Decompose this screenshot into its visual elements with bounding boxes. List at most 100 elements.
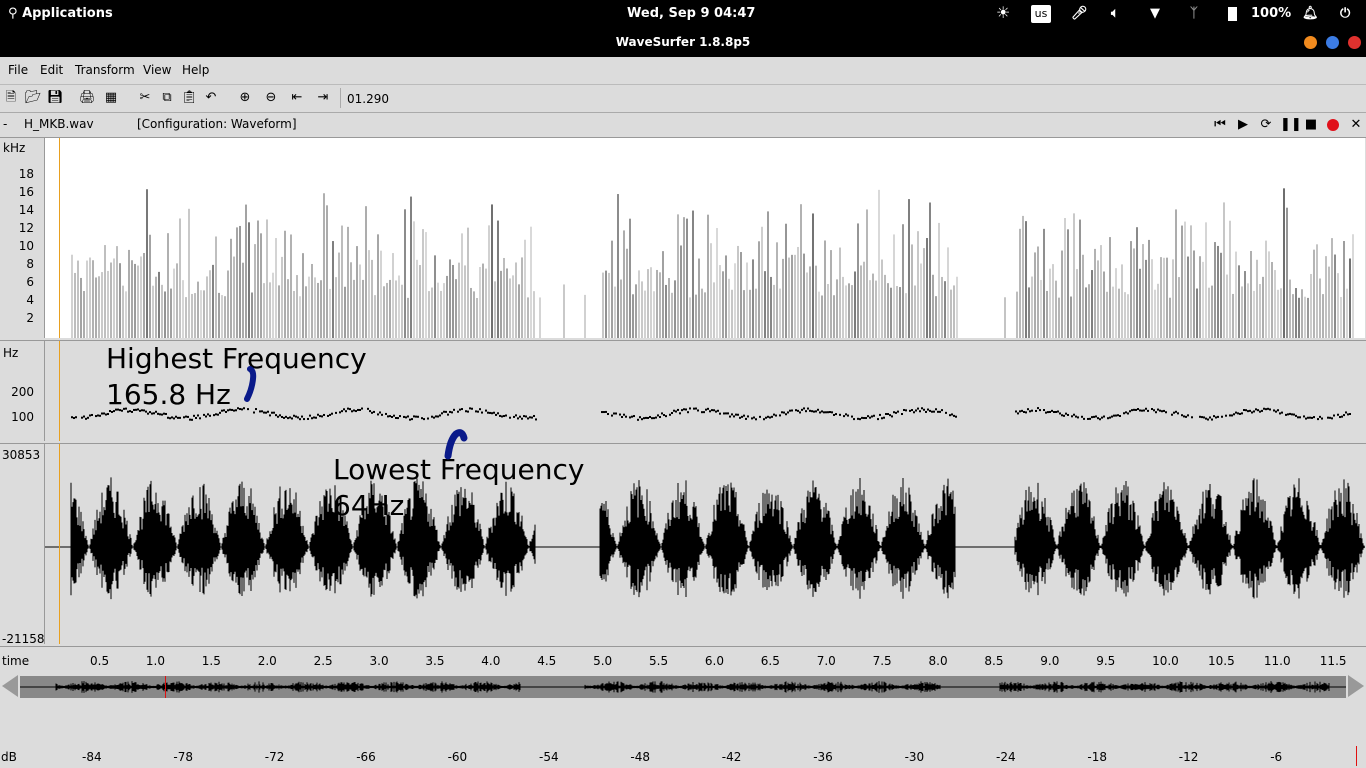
brightness-icon[interactable]: ☀ bbox=[996, 3, 1011, 22]
record-icon[interactable] bbox=[1327, 119, 1339, 131]
scroll-right-arrow[interactable] bbox=[1348, 675, 1364, 697]
time-tick-10: 5.5 bbox=[649, 654, 669, 668]
search-icon: ⚲ bbox=[8, 6, 18, 21]
lowest-frequency-annotation: Lowest Frequency 64Hz bbox=[333, 453, 585, 522]
lowest-frequency-marker bbox=[444, 429, 468, 460]
minimize-button[interactable] bbox=[1304, 36, 1317, 49]
close-window-button[interactable] bbox=[1348, 36, 1361, 49]
time-tick-3: 2.0 bbox=[257, 654, 277, 668]
spectrogram-tick-6: 6 bbox=[26, 275, 34, 289]
spectrogram-tick-10: 10 bbox=[18, 239, 34, 253]
time-axis-label: time bbox=[2, 654, 30, 668]
paste-icon[interactable]: 📋︎ bbox=[181, 90, 198, 105]
time-tick-12: 6.5 bbox=[760, 654, 780, 668]
pause-icon[interactable]: ❚❚ bbox=[1280, 117, 1302, 132]
open-file-icon[interactable]: 📂︎ bbox=[25, 90, 42, 105]
spectrogram-unit: kHz bbox=[3, 141, 26, 155]
spectrogram-tick-18: 18 bbox=[18, 167, 34, 181]
time-tick-4: 2.5 bbox=[313, 654, 333, 668]
notifications-icon[interactable]: 🔔︎ bbox=[1302, 6, 1319, 21]
skip-to-start-icon[interactable]: ⏮ bbox=[1214, 117, 1226, 132]
db-tick-8: -36 bbox=[813, 750, 833, 764]
spectrogram-tick-12: 12 bbox=[18, 221, 34, 235]
db-tick-4: -60 bbox=[447, 750, 468, 764]
time-tick-15: 8.0 bbox=[928, 654, 948, 668]
time-axis: time 0.5 1.0 1.5 2.0 2.5 3.0 3.5 4.0 4.5 5.0 5.5 6.… bbox=[0, 648, 1366, 672]
db-tick-2: -72 bbox=[264, 750, 285, 764]
menu-file[interactable]: File bbox=[8, 63, 29, 77]
pitch-tick-200: 200 bbox=[11, 385, 34, 399]
menu-transform[interactable]: Transform bbox=[75, 63, 135, 77]
time-tick-1: 1.0 bbox=[145, 654, 165, 668]
db-tick-11: -18 bbox=[1087, 750, 1107, 764]
waveform-max-value: 30853 bbox=[2, 448, 41, 462]
loop-play-icon[interactable]: ⟳ bbox=[1260, 117, 1272, 132]
configuration-label: [Configuration: Waveform] bbox=[137, 117, 297, 131]
cursor-line bbox=[59, 444, 60, 644]
highest-frequency-marker bbox=[244, 366, 257, 402]
time-tick-18: 9.5 bbox=[1096, 654, 1116, 668]
db-tick-3: -66 bbox=[356, 750, 376, 764]
sound-menu-button[interactable]: - bbox=[3, 117, 8, 131]
keyboard-layout-icon[interactable]: us bbox=[1031, 5, 1051, 23]
spectrogram-tick-8: 8 bbox=[26, 257, 34, 271]
spectrogram-tick-4: 4 bbox=[26, 293, 34, 307]
window-titlebar: WaveSurfer 1.8.8p5 bbox=[0, 28, 1366, 57]
menu-help[interactable]: Help bbox=[182, 63, 210, 77]
power-icon[interactable]: ⏻ bbox=[1340, 6, 1351, 21]
db-tick-10: -24 bbox=[996, 750, 1016, 764]
waveform-image bbox=[45, 477, 1365, 600]
toolbar: 🗎︎ 📂︎ 💾︎ 🖨︎ ▦ ✂ ⧉ 📋︎ ↶ ⊕ ⊖ ⇤ ⇥ 01.290 bbox=[0, 86, 1366, 113]
time-tick-17: 9.0 bbox=[1040, 654, 1060, 668]
zoom-out-icon[interactable]: ⊖ bbox=[265, 90, 277, 105]
undo-icon[interactable]: ↶ bbox=[205, 90, 217, 105]
maximize-button[interactable] bbox=[1326, 36, 1339, 49]
scroll-left-arrow[interactable] bbox=[2, 675, 18, 697]
copy-icon[interactable]: ⧉ bbox=[162, 90, 172, 105]
overview-waveform[interactable] bbox=[20, 676, 1346, 698]
wifi-icon[interactable]: ▼ bbox=[1150, 6, 1160, 21]
new-file-icon[interactable]: 🗎︎ bbox=[5, 90, 17, 105]
battery-icon[interactable] bbox=[1228, 7, 1237, 21]
properties-icon[interactable]: ▦ bbox=[104, 90, 118, 105]
db-tick-1: -78 bbox=[173, 750, 193, 764]
spectrogram-plot[interactable] bbox=[44, 138, 1365, 338]
window-title: WaveSurfer 1.8.8p5 bbox=[615, 35, 751, 49]
volume-icon[interactable]: 🔈︎ bbox=[1111, 6, 1119, 21]
zoom-selection-icon[interactable]: ⇥ bbox=[317, 90, 329, 105]
level-peak-marker bbox=[1356, 746, 1357, 766]
print-icon[interactable]: 🖨︎ bbox=[79, 90, 96, 105]
pitch-plot[interactable] bbox=[44, 341, 1365, 441]
db-tick-6: -48 bbox=[630, 750, 650, 764]
time-tick-5: 3.0 bbox=[369, 654, 389, 668]
time-tick-13: 7.0 bbox=[816, 654, 836, 668]
zoom-in-icon[interactable]: ⊕ bbox=[239, 90, 251, 105]
menu-view[interactable]: View bbox=[143, 63, 172, 77]
time-tick-8: 4.5 bbox=[537, 654, 557, 668]
save-icon[interactable]: 💾︎ bbox=[47, 90, 64, 105]
pitch-tick-100: 100 bbox=[11, 410, 34, 424]
spectrogram-pane: kHz 18 16 14 12 10 8 6 4 2 bbox=[0, 138, 1366, 341]
stop-icon[interactable]: ■ bbox=[1304, 117, 1318, 132]
db-tick-12: -12 bbox=[1178, 750, 1199, 764]
clock[interactable]: Wed, Sep 9 04:47 bbox=[627, 6, 756, 21]
close-icon[interactable]: ✕ bbox=[1350, 117, 1362, 132]
time-tick-14: 7.5 bbox=[872, 654, 892, 668]
time-tick-22: 11.5 bbox=[1319, 654, 1347, 668]
play-icon[interactable]: ▶ bbox=[1238, 117, 1248, 132]
menu-bar: File Edit Transform View Help bbox=[0, 57, 1366, 85]
bluetooth-icon[interactable]: ᛉ bbox=[1190, 6, 1198, 21]
waveform-plot[interactable] bbox=[44, 444, 1365, 644]
waveform-pane: 30853 -21158 Lowest Frequency 64Hz bbox=[0, 429, 1366, 647]
cut-icon[interactable]: ✂ bbox=[139, 90, 151, 105]
overview-scrollbar[interactable] bbox=[0, 673, 1366, 701]
highest-frequency-annotation: Highest Frequency 165.8 Hz bbox=[106, 342, 367, 411]
cursor-line bbox=[59, 138, 60, 338]
menu-edit[interactable]: Edit bbox=[40, 63, 64, 77]
time-tick-11: 6.0 bbox=[704, 654, 724, 668]
zoom-fit-icon[interactable]: ⇤ bbox=[291, 90, 303, 105]
spectrogram-tick-2: 2 bbox=[26, 311, 34, 325]
microphone-icon[interactable]: 🎤︎ bbox=[1071, 6, 1088, 21]
file-name: H_MKB.wav bbox=[24, 117, 94, 131]
applications-menu[interactable]: ⚲ Applications bbox=[8, 6, 113, 21]
